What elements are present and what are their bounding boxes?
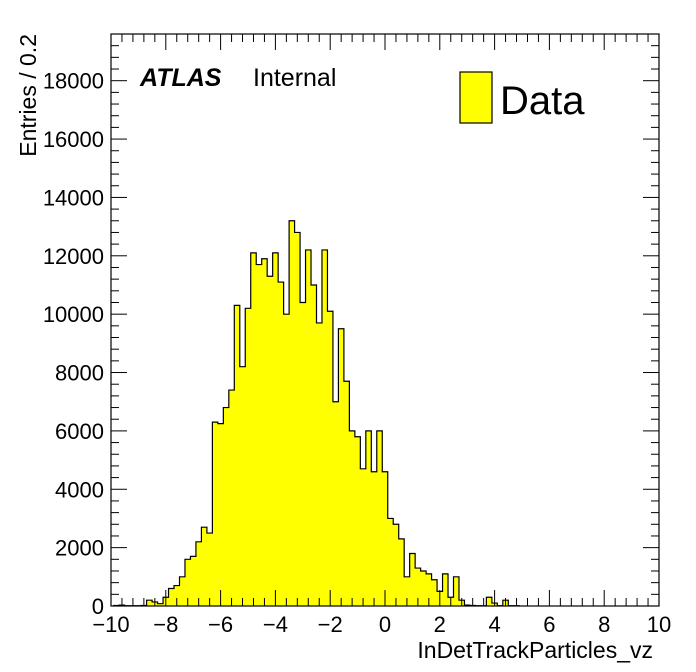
histogram-bar [212,422,219,606]
histogram-bar [338,328,345,606]
histogram-bar [190,556,197,606]
legend: Data [459,71,585,124]
y-tick-label: 2000 [55,536,104,561]
y-tick-label: 18000 [43,69,104,94]
histogram-bar [283,314,290,606]
histogram-bar [195,541,202,606]
histogram-bar [234,305,241,606]
x-tick-label: 2 [434,612,446,637]
axis-ticks [110,33,660,607]
histogram-bar [217,423,224,606]
histogram-bar [228,390,235,606]
x-tick-label: −2 [318,612,343,637]
x-tick-label: −10 [92,612,129,637]
histogram-bar [278,282,285,606]
y-tick-label: 4000 [55,477,104,502]
histogram-bar [316,322,323,606]
histogram-bar [393,524,400,606]
histogram-bar [404,576,411,606]
y-axis-title: Entries / 0.2 [15,34,41,157]
histogram-bar [415,568,422,606]
histogram-bar [453,576,460,606]
atlas-label: ATLAS [139,64,222,92]
histogram-bar [420,570,427,606]
histogram-bar [426,573,432,606]
histogram-bar [311,284,317,606]
histogram-bar [267,276,274,606]
y-tick-label: 6000 [55,419,104,444]
histogram-bar [332,401,339,606]
histogram-bar [365,430,372,606]
legend-swatch-data [459,71,493,124]
y-tick-label: 12000 [43,244,104,269]
x-tick-label: −8 [153,612,178,637]
histogram-bar [360,468,367,606]
y-tick-label: 8000 [55,361,104,386]
histogram-bar [245,308,252,606]
histogram-bar [239,366,246,606]
legend-label-data: Data [500,79,585,123]
x-tick-label: 6 [543,612,555,637]
y-tick-label: 10000 [43,302,104,327]
histogram-bar [442,573,449,606]
x-tick-labels: −10 −8 −6 −4 −2 0 2 4 6 8 10 [92,612,671,637]
histogram-bar [305,249,312,607]
x-tick-label: −4 [263,612,288,637]
histogram-bar [382,471,389,606]
x-tick-label: −6 [208,612,233,637]
histogram-bar [376,430,383,606]
histogram-bar [206,533,213,606]
histogram-bar [201,527,208,606]
histogram-bar [387,518,394,606]
histogram-bar [272,252,279,606]
histogram-bar [168,588,175,606]
histogram-bar [256,264,263,606]
histogram-bar [349,430,356,606]
histogram-bar [250,252,257,606]
histogram-bar [398,538,405,606]
histogram-bar [174,585,180,606]
x-axis-title: InDetTrackParticles_vz [417,637,653,663]
histogram-outline [113,220,520,607]
histogram-bar [327,311,334,606]
histogram-bar [371,471,378,606]
histogram-bar [486,597,493,606]
histogram-bar [300,302,306,606]
histogram-bar [409,553,416,606]
x-tick-label: 0 [379,612,391,637]
histogram-bar [157,603,164,606]
x-tick-label: 8 [598,612,610,637]
internal-label: Internal [253,64,336,92]
y-tick-label: 0 [92,594,104,619]
y-tick-labels: 0 2000 4000 6000 8000 10000 12000 14000 16000 180… [43,69,104,619]
histogram-bar [179,576,186,606]
histogram-bar [431,579,438,606]
histogram-bar [223,407,230,606]
histogram-bar [354,436,361,606]
x-tick-label: 4 [488,612,500,637]
histogram-bar [146,600,153,606]
histogram-bar [294,232,301,606]
histogram-bar [321,249,328,607]
histogram-bar [289,220,295,606]
histogram-bar [343,381,350,606]
y-tick-label: 16000 [43,127,104,152]
x-tick-label: 10 [647,612,671,637]
histogram-bar [261,258,268,606]
y-tick-label: 14000 [43,185,104,210]
histogram-bar [184,559,191,606]
